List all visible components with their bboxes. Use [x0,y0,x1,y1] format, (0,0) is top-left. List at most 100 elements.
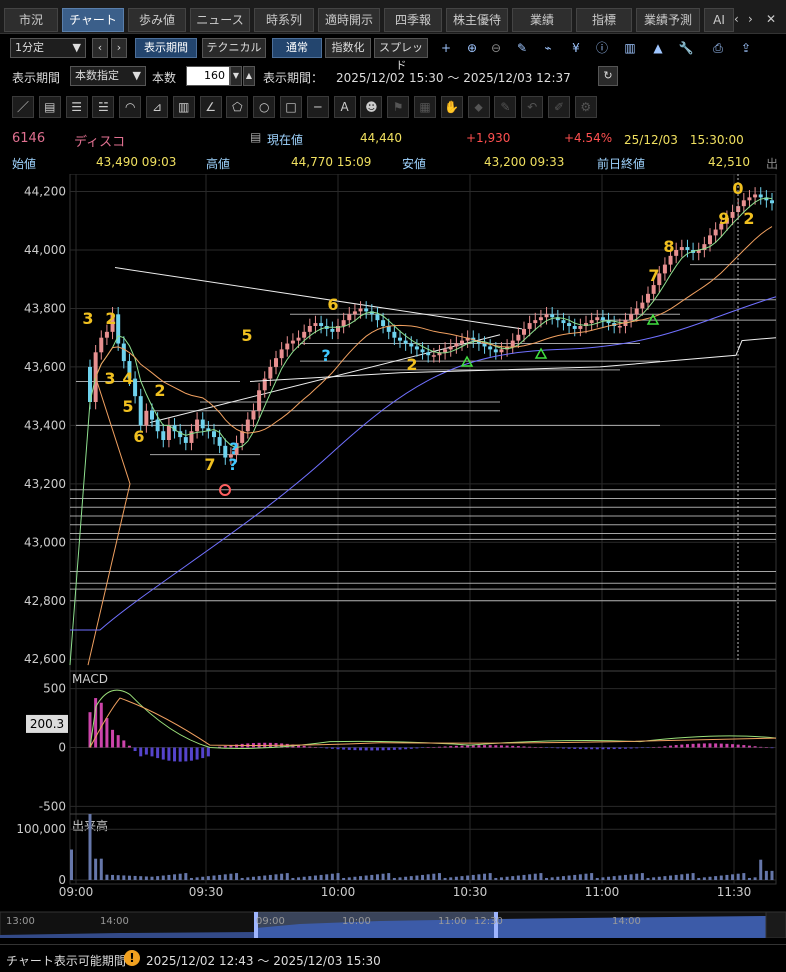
tab-3[interactable]: ニュース [190,8,250,32]
tab-6[interactable]: 四季報 [384,8,442,32]
draw-tool-9[interactable]: ○ [253,96,276,118]
draw-tool-17[interactable]: ⬥ [467,96,490,118]
macd-histogram-bar [702,743,706,748]
pattern-marker: 5 [241,326,252,345]
count-input[interactable]: 160 [186,66,230,86]
tab-1[interactable]: チャート [62,8,124,32]
prev-button[interactable]: ‹ [92,38,108,58]
plus-icon[interactable]: + [440,41,452,55]
tab-prev-icon[interactable]: ‹ [734,12,739,26]
period-button[interactable]: 表示期間 [135,38,197,58]
tab-4[interactable]: 時系列 [254,8,314,32]
volume-bar [595,877,599,880]
draw-tool-5[interactable]: ⊿ [146,96,168,118]
refresh-icon[interactable]: ↻ [598,66,618,86]
macd-histogram-bar [578,747,582,750]
draw-tool-19[interactable]: ↶ [521,96,544,118]
print-icon[interactable]: ⎙ [713,41,723,55]
macd-histogram-bar [206,747,210,757]
draw-tool-15[interactable]: ▦ [414,96,436,118]
draw-tool-16[interactable]: ✋ [440,96,463,118]
next-button[interactable]: › [111,38,127,58]
pattern-marker: 2 [105,309,116,328]
volume-tick-label: 100,000 [16,822,66,836]
tab-close-icon[interactable]: ✕ [766,12,777,26]
volume-bar [94,858,98,880]
timeline-history [0,932,256,938]
volume-bar [567,875,571,880]
candle-body [262,378,267,391]
export-icon[interactable]: ⇪ [740,41,752,55]
count-up-icon[interactable]: ▲ [243,66,255,86]
macd-histogram-bar [359,747,363,751]
macd-histogram-bar [719,743,723,748]
range-value: 2025/12/02 15:30 ～ 2025/12/03 12:37 [336,71,571,85]
volume-bar [657,876,661,880]
macd-histogram-bar [229,745,233,748]
tab-0[interactable]: 市況 [4,8,58,32]
draw-tool-1[interactable]: ▤ [38,96,61,118]
candle-body [341,320,346,326]
tab-9[interactable]: 指標 [576,8,632,32]
count-down-icon[interactable]: ▼ [230,66,242,86]
draw-tool-2[interactable]: ☰ [65,96,88,118]
draw-tool-14[interactable]: ⚑ [387,96,410,118]
tab-5[interactable]: 適時開示 [318,8,380,32]
tab-11[interactable]: AI [704,8,734,32]
draw-tool-21[interactable]: ⚙ [574,96,597,118]
volume-bar [714,876,718,880]
zoom-in-icon[interactable]: ⊕ [466,41,478,55]
draw-tool-13[interactable]: ☻ [360,96,383,118]
pencil-icon[interactable]: ✎ [516,41,528,55]
macd-histogram-bar [144,747,148,755]
draw-tool-7[interactable]: ∠ [199,96,222,118]
draw-tool-3[interactable]: ☱ [92,96,115,118]
tab-7[interactable]: 株主優待 [446,8,508,32]
draw-tool-12[interactable]: A [333,96,356,118]
draw-tool-11[interactable]: ─ [306,96,329,118]
macd-histogram-bar [127,745,131,748]
volume-bar [150,876,154,880]
info-icon[interactable]: ⓘ [595,41,608,55]
period-mode-value: 本数指定 [75,69,119,82]
draw-tool-6[interactable]: ▥ [172,96,195,118]
macd-histogram-bar [612,747,616,750]
volume-bar [494,877,498,880]
volume-bar [646,877,650,880]
tab-next-icon[interactable]: › [748,12,753,26]
macd-histogram-bar [195,747,199,760]
macd-histogram-bar [477,745,481,748]
tab-2[interactable]: 歩み値 [128,8,186,32]
interval-select[interactable]: 1分定 ▼ [10,38,86,58]
draw-tool-0[interactable]: ／ [12,96,34,118]
index-button[interactable]: 指数化 [325,38,371,58]
zoom-out-icon[interactable]: ⊖ [490,41,502,55]
draw-tool-10[interactable]: □ [280,96,302,118]
draw-tool-4[interactable]: ◠ [119,96,142,118]
macd-title: MACD [72,672,108,686]
tab-8[interactable]: 業績 [512,8,572,32]
normal-button[interactable]: 通常 [272,38,322,58]
time-tick-label: 11:30 [717,885,752,899]
volume-bar [449,877,453,880]
pattern-marker: ? [228,455,237,474]
compare-icon[interactable]: ▥ [624,41,636,55]
draw-tool-8[interactable]: ⬠ [226,96,249,118]
wrench-icon[interactable]: 🔧 [678,41,694,55]
yen-icon[interactable]: ¥ [572,41,580,55]
period-mode-select[interactable]: 本数指定 ▼ [70,66,146,86]
candle-body [200,419,205,429]
macd-histogram-bar [111,729,115,748]
tick-icon[interactable]: ⌁ [544,41,552,55]
volume-bar [669,875,673,880]
area-icon[interactable]: ▲ [653,41,663,55]
spread-button[interactable]: スプレッド [374,38,428,72]
draw-tool-18[interactable]: ✎ [494,96,517,118]
draw-tool-20[interactable]: ✐ [548,96,570,118]
price-chart[interactable]: 44,200 44,000 43,800 43,600 43,400 43,200 43,0… [0,174,786,938]
candle-body [736,206,741,212]
tab-10[interactable]: 業績予測 [636,8,700,32]
macd-histogram-bar [319,747,323,748]
volume-bar [392,877,396,880]
technical-button[interactable]: テクニカル [202,38,266,58]
